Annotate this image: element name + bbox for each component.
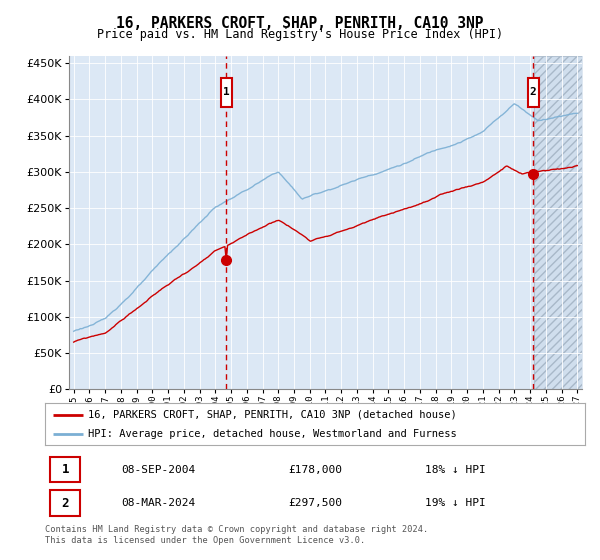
Text: 16, PARKERS CROFT, SHAP, PENRITH, CA10 3NP (detached house): 16, PARKERS CROFT, SHAP, PENRITH, CA10 3… — [88, 409, 457, 419]
FancyBboxPatch shape — [221, 78, 232, 107]
Text: £178,000: £178,000 — [288, 465, 342, 474]
Text: 19% ↓ HPI: 19% ↓ HPI — [425, 498, 486, 508]
FancyBboxPatch shape — [527, 78, 539, 107]
Text: 08-MAR-2024: 08-MAR-2024 — [121, 498, 196, 508]
FancyBboxPatch shape — [50, 457, 80, 482]
Text: 1: 1 — [223, 87, 230, 97]
Text: Price paid vs. HM Land Registry's House Price Index (HPI): Price paid vs. HM Land Registry's House … — [97, 28, 503, 41]
Text: 18% ↓ HPI: 18% ↓ HPI — [425, 465, 486, 474]
Text: Contains HM Land Registry data © Crown copyright and database right 2024.
This d: Contains HM Land Registry data © Crown c… — [45, 525, 428, 545]
FancyBboxPatch shape — [50, 491, 80, 516]
Text: HPI: Average price, detached house, Westmorland and Furness: HPI: Average price, detached house, West… — [88, 429, 457, 439]
Text: 1: 1 — [62, 463, 69, 476]
Text: 16, PARKERS CROFT, SHAP, PENRITH, CA10 3NP: 16, PARKERS CROFT, SHAP, PENRITH, CA10 3… — [116, 16, 484, 31]
Text: £297,500: £297,500 — [288, 498, 342, 508]
Text: 2: 2 — [62, 497, 69, 510]
Text: 08-SEP-2004: 08-SEP-2004 — [121, 465, 196, 474]
Text: 2: 2 — [530, 87, 536, 97]
